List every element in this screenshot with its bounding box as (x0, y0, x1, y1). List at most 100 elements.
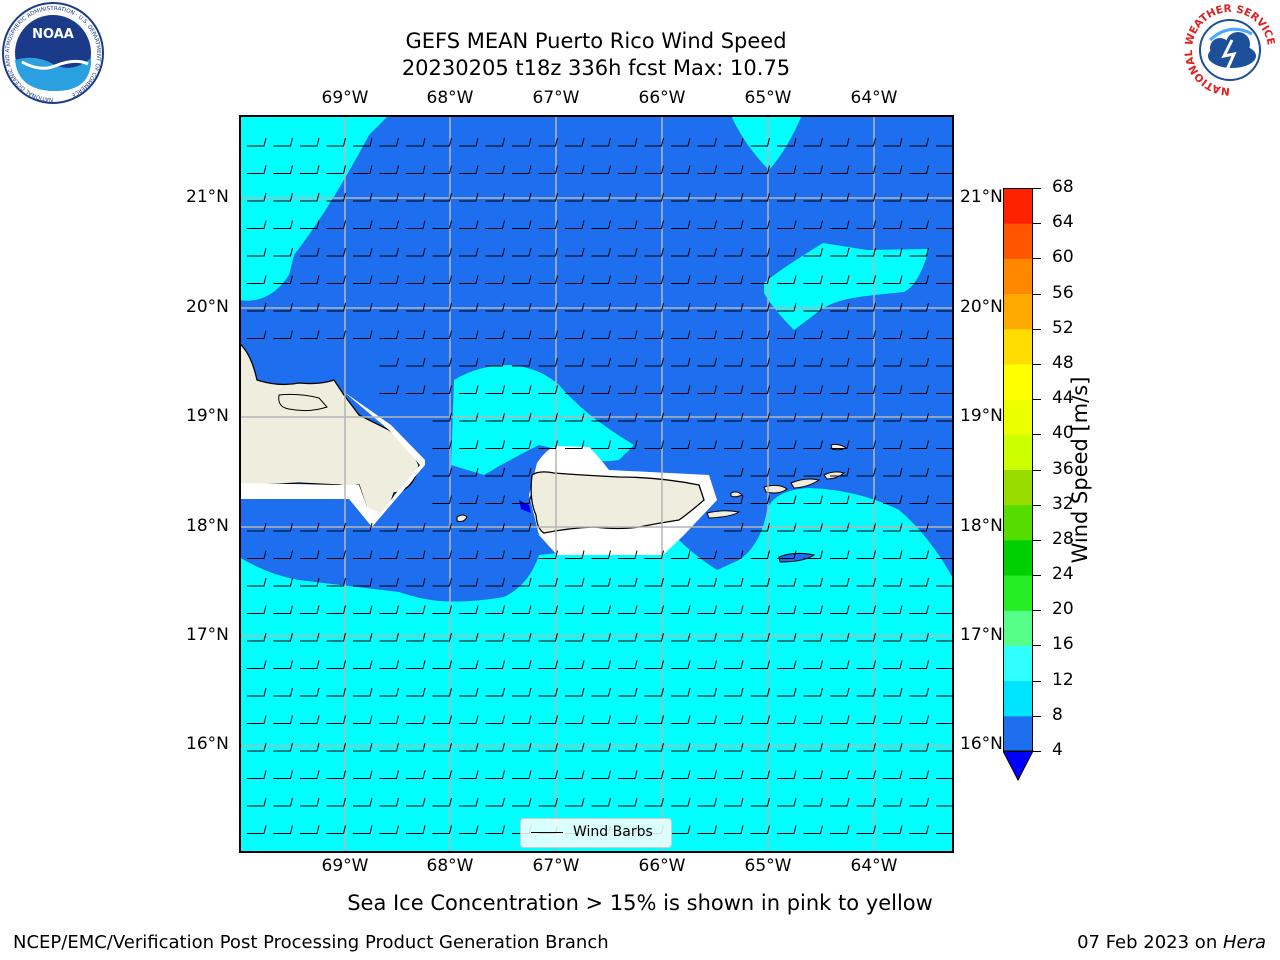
wind-barb (724, 825, 744, 834)
wind-barb (724, 577, 744, 587)
wind-barb (326, 302, 346, 312)
wind-barb (591, 247, 611, 257)
wind-speed-map (239, 115, 954, 853)
wind-barb (300, 247, 320, 257)
wind-barb (512, 715, 532, 724)
wind-barb (459, 550, 479, 559)
wind-barb (565, 385, 585, 394)
wind-barb (697, 330, 717, 339)
wind-barb (432, 715, 452, 724)
wind-barb (432, 385, 452, 394)
wind-barb (379, 770, 399, 779)
colorbar-tick-label: 32 (1052, 493, 1074, 514)
wind-barb (724, 165, 744, 174)
wind-barb (750, 467, 770, 477)
wind-barb (353, 770, 373, 779)
wind-barb (565, 632, 585, 642)
wind-barb (406, 770, 426, 779)
wind-barb (406, 660, 426, 669)
wind-barb (750, 605, 770, 614)
wind-barb (459, 770, 479, 779)
wind-barb (538, 550, 558, 559)
wind-barb (565, 660, 585, 669)
lon-label-bottom: 69°W (321, 856, 369, 876)
wind-barb (856, 495, 876, 504)
wind-barb (273, 330, 293, 339)
wind-barb (432, 660, 452, 669)
wind-barb (485, 467, 505, 477)
wind-barb (353, 247, 373, 257)
wind-barb (883, 220, 903, 229)
wind-barb (671, 715, 691, 724)
wind-barb (618, 797, 638, 807)
wind-barb (247, 247, 267, 257)
wind-barb (565, 165, 585, 174)
wind-barb (379, 220, 399, 229)
wind-barb (591, 577, 611, 587)
colorbar-tick-label: 12 (1052, 669, 1074, 690)
wind-barb (406, 385, 426, 394)
wind-barb (432, 522, 452, 532)
wind-barb (273, 825, 293, 834)
wind-barb (830, 247, 850, 257)
wind-barb (830, 605, 850, 614)
wind-barb (697, 220, 717, 229)
wind-barb (353, 687, 373, 697)
wind-barb (724, 550, 744, 559)
wind-barb (830, 330, 850, 339)
wind-barb (909, 302, 929, 312)
wind-barb (697, 247, 717, 257)
wind-barb (326, 825, 346, 834)
wind-barb (883, 385, 903, 394)
colorbar-segment (1003, 575, 1033, 611)
wind-barb (644, 550, 664, 559)
wind-barb (909, 247, 929, 257)
wind-barb (432, 605, 452, 614)
virgin-islands (763, 484, 788, 494)
wind-barb (300, 715, 320, 724)
chart-title: GEFS MEAN Puerto Rico Wind Speed (405, 29, 787, 53)
colorbar-tick-mark (1033, 223, 1041, 225)
wind-barb (512, 770, 532, 779)
wind-barb (591, 660, 611, 669)
wind-barb (909, 687, 929, 697)
wind-barb (724, 632, 744, 642)
wind-barb (856, 522, 876, 532)
wind-barb (485, 247, 505, 257)
wind-barb (830, 165, 850, 174)
lat-label-right: 16°N (960, 734, 1003, 754)
wind-barb (538, 330, 558, 339)
lat-label-left: 17°N (186, 625, 229, 645)
wind-barb (247, 687, 267, 697)
colorbar-segment (1003, 715, 1033, 752)
wind-barb (644, 412, 664, 422)
wind-barb (406, 742, 426, 752)
wind-barb (379, 687, 399, 697)
wind-barb (459, 825, 479, 834)
wind-barb (830, 412, 850, 422)
lat-label-right: 17°N (960, 625, 1003, 645)
wind-barb (750, 825, 770, 834)
wind-barb (883, 137, 903, 147)
colorbar-segment (1003, 434, 1033, 470)
wind-barb (565, 247, 585, 257)
wind-barb (300, 550, 320, 559)
wind-barb (750, 577, 770, 587)
wind-barb (300, 770, 320, 779)
colorbar-tick-mark (1033, 680, 1041, 682)
wind-barb (512, 550, 532, 559)
wind-barb (883, 742, 903, 752)
footer-date: 07 Feb 2023 on Hera (1077, 932, 1266, 953)
wind-barb (644, 687, 664, 697)
wind-barb (406, 605, 426, 614)
wind-barb (830, 385, 850, 394)
wind-barb (697, 687, 717, 697)
colorbar-tick-mark (1033, 434, 1041, 436)
wind-barb (697, 275, 717, 284)
wind-barb (644, 192, 664, 202)
wind-barb (883, 550, 903, 559)
wind-barb (750, 302, 770, 312)
wind-barb (803, 302, 823, 312)
colorbar-tick-label: 44 (1052, 388, 1074, 409)
wind-barb (671, 797, 691, 807)
